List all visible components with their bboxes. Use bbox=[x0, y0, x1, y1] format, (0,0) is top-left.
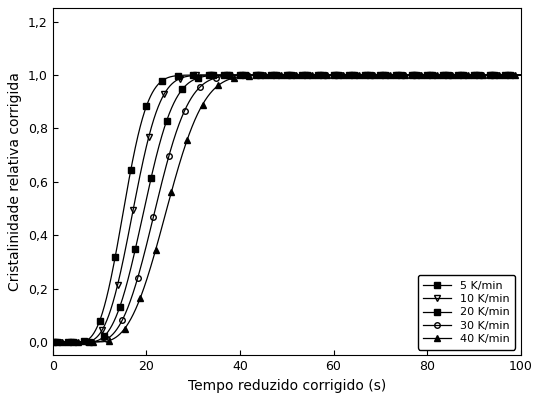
Line: 10 K/min: 10 K/min bbox=[50, 72, 524, 345]
10 K/min bbox=[103, 320, 109, 324]
Y-axis label: Cristalinidade relativa corrigida: Cristalinidade relativa corrigida bbox=[8, 72, 22, 291]
5 K/min bbox=[509, 73, 515, 77]
20 K/min bbox=[518, 73, 524, 77]
30 K/min bbox=[130, 288, 137, 293]
30 K/min bbox=[518, 73, 524, 77]
Line: 5 K/min: 5 K/min bbox=[50, 72, 524, 345]
Line: 30 K/min: 30 K/min bbox=[50, 72, 524, 345]
5 K/min bbox=[130, 152, 137, 157]
40 K/min bbox=[509, 73, 515, 77]
10 K/min bbox=[458, 73, 465, 77]
10 K/min bbox=[249, 73, 256, 77]
20 K/min bbox=[130, 253, 137, 258]
5 K/min bbox=[229, 73, 235, 77]
20 K/min bbox=[249, 73, 256, 77]
10 K/min bbox=[289, 73, 295, 77]
5 K/min bbox=[50, 340, 56, 344]
40 K/min bbox=[50, 340, 56, 344]
10 K/min bbox=[229, 73, 235, 77]
40 K/min bbox=[130, 310, 137, 315]
30 K/min bbox=[50, 340, 56, 344]
30 K/min bbox=[103, 337, 109, 342]
20 K/min bbox=[229, 73, 235, 77]
Line: 40 K/min: 40 K/min bbox=[50, 72, 524, 345]
40 K/min bbox=[229, 76, 235, 81]
40 K/min bbox=[518, 73, 524, 77]
30 K/min bbox=[249, 73, 256, 77]
5 K/min bbox=[103, 297, 109, 302]
30 K/min bbox=[351, 73, 357, 77]
40 K/min bbox=[384, 73, 390, 77]
20 K/min bbox=[103, 332, 109, 336]
5 K/min bbox=[458, 73, 465, 77]
5 K/min bbox=[249, 73, 256, 77]
30 K/min bbox=[458, 73, 465, 77]
20 K/min bbox=[509, 73, 515, 77]
20 K/min bbox=[319, 73, 326, 77]
10 K/min bbox=[130, 204, 137, 209]
5 K/min bbox=[518, 73, 524, 77]
40 K/min bbox=[249, 73, 256, 78]
5 K/min bbox=[264, 73, 270, 77]
Legend: 5 K/min, 10 K/min, 20 K/min, 30 K/min, 40 K/min: 5 K/min, 10 K/min, 20 K/min, 30 K/min, 4… bbox=[418, 275, 515, 350]
40 K/min bbox=[458, 73, 465, 77]
20 K/min bbox=[50, 340, 56, 344]
30 K/min bbox=[229, 73, 235, 78]
30 K/min bbox=[509, 73, 515, 77]
10 K/min bbox=[509, 73, 515, 77]
10 K/min bbox=[50, 340, 56, 344]
40 K/min bbox=[103, 339, 109, 344]
Line: 20 K/min: 20 K/min bbox=[50, 72, 524, 345]
20 K/min bbox=[458, 73, 465, 77]
X-axis label: Tempo reduzido corrigido (s): Tempo reduzido corrigido (s) bbox=[188, 379, 386, 393]
10 K/min bbox=[518, 73, 524, 77]
